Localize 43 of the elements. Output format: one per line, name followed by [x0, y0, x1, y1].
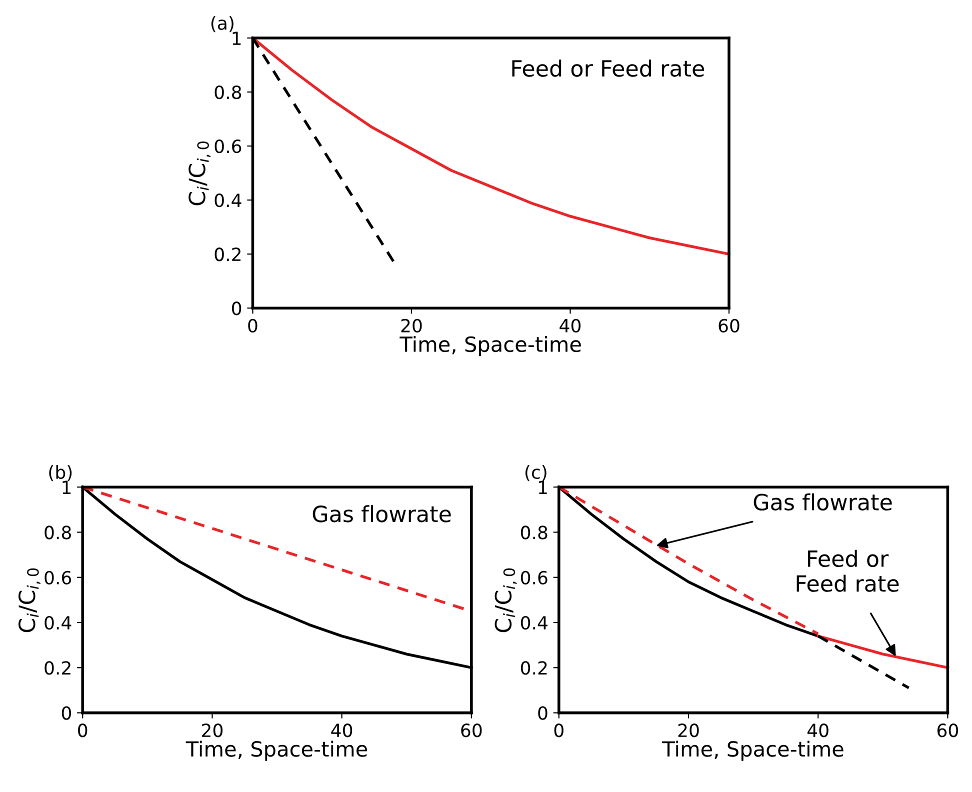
y-tick-label: 0.8 [44, 526, 71, 540]
x-tick-label: 0 [248, 318, 258, 332]
x-axis-title: Time, Space-time [186, 740, 368, 761]
annotation: Feed or Feed rate [512, 60, 704, 77]
x-tick-label: 0 [78, 724, 88, 738]
y-tick-label: 0.4 [44, 616, 72, 630]
y-tick-label: 0.6 [214, 140, 242, 154]
chart-title: (c) [525, 465, 546, 482]
y-tick-label: 1 [538, 480, 547, 494]
x-tick-label: 40 [807, 724, 828, 738]
y-tick-label: 0.6 [44, 570, 72, 584]
y-tick-label: 0 [232, 302, 242, 316]
y-tick-label: 1 [232, 32, 241, 45]
y-tick-label: 0.4 [520, 616, 548, 630]
y-tick-label: 0.4 [214, 194, 242, 208]
chart-title: (a) [211, 16, 234, 32]
y-tick-label: 0.2 [520, 661, 547, 675]
y-tick-label: 0.2 [44, 661, 70, 675]
y-tick-label: 0.8 [520, 526, 548, 540]
y-axis-title: C$_{i}$/C$_{i,0}$ [18, 568, 40, 632]
x-tick-label: 40 [331, 724, 352, 738]
y-axis-title: C$_{i}$/C$_{i,0}$ [494, 568, 517, 632]
annotation: Feed or Feed rate [796, 550, 899, 592]
x-tick-label: 20 [678, 724, 699, 738]
x-tick-label: 60 [937, 724, 958, 738]
y-tick-label: 0.8 [214, 85, 242, 100]
y-tick-label: 0 [538, 706, 548, 720]
x-tick-label: 20 [401, 318, 422, 332]
x-tick-label: 60 [461, 724, 482, 738]
y-axis-title: C$_{i}$/C$_{i,0}$ [188, 141, 211, 206]
x-tick-label: 20 [202, 724, 223, 738]
y-tick-label: 0.2 [214, 248, 240, 262]
y-tick-label: 0 [62, 706, 72, 720]
x-axis-title: Time, Space-time [400, 336, 581, 356]
x-tick-label: 60 [718, 318, 740, 332]
chart-title: (b) [49, 465, 72, 482]
x-axis-title: Time, Space-time [662, 740, 844, 761]
x-tick-label: 0 [554, 724, 564, 738]
y-tick-label: 1 [62, 480, 71, 494]
annotation: Gas flowrate [754, 493, 892, 511]
y-tick-label: 0.6 [520, 570, 548, 584]
annotation: Gas flowrate [312, 505, 451, 522]
x-tick-label: 40 [560, 318, 581, 332]
